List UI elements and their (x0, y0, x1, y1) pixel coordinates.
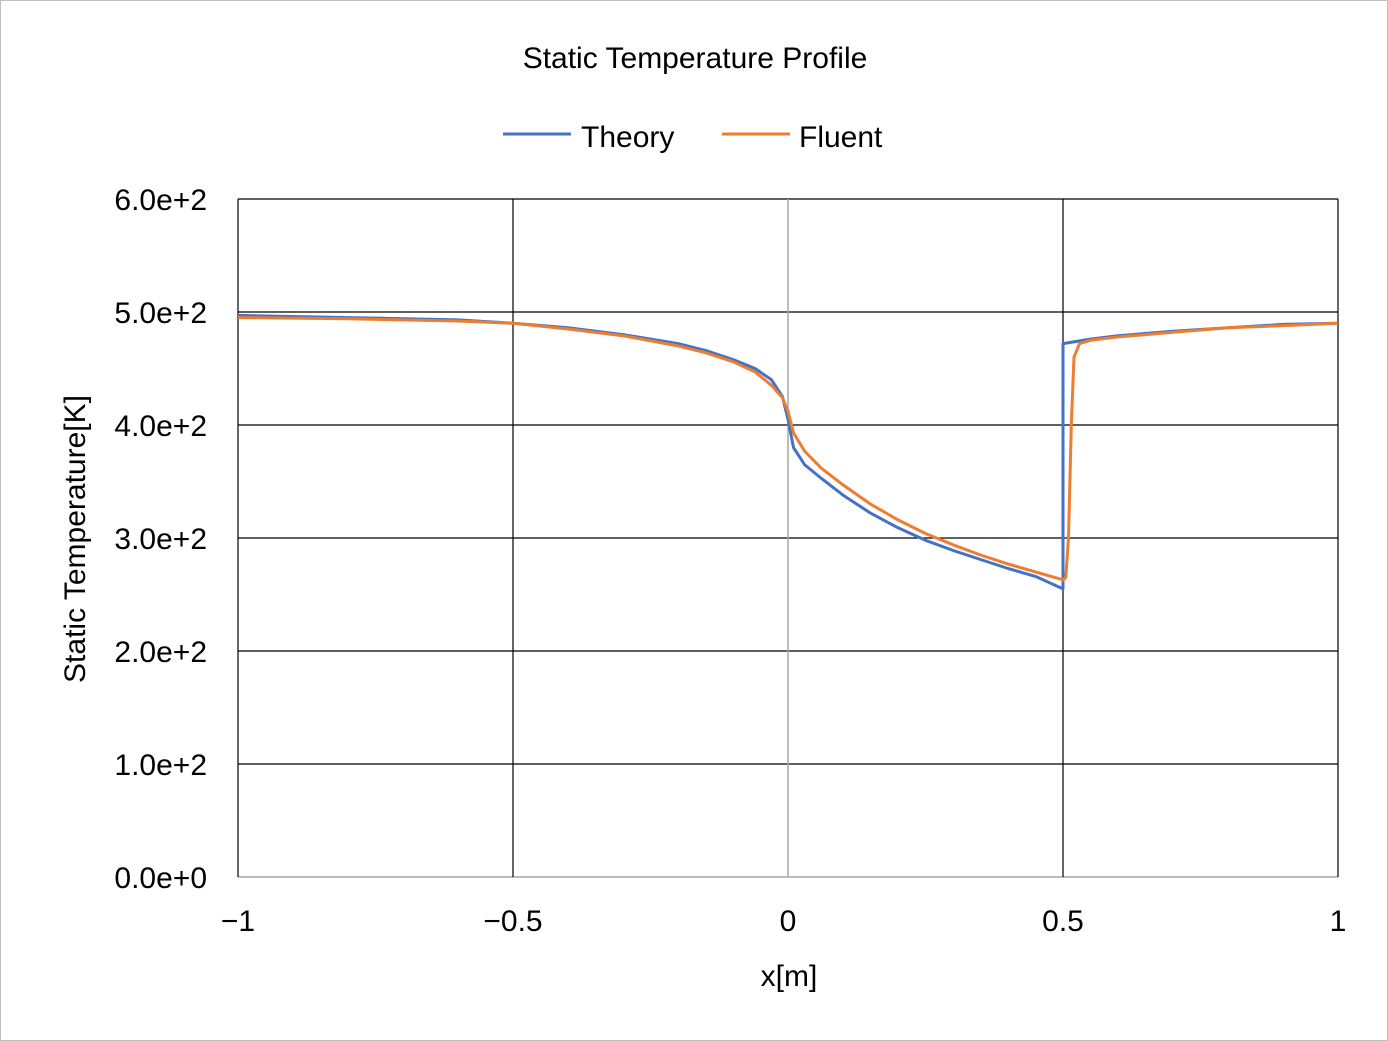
y-tick-label: 6.0e+2 (114, 184, 207, 217)
series-lines (237, 313, 1339, 591)
y-tick-label: 2.0e+2 (114, 636, 207, 669)
y-tick-label: 5.0e+2 (114, 297, 207, 330)
y-axis-label: Static Temperature[K] (59, 395, 92, 683)
grid-lines (237, 198, 1339, 878)
x-tick-label: 0.5 (1042, 905, 1084, 938)
y-tick-label: 4.0e+2 (114, 410, 207, 443)
x-axis-label: x[m] (761, 960, 818, 993)
legend-fluent-label: Fluent (799, 121, 883, 154)
chart-title: Static Temperature Profile (523, 42, 868, 75)
legend-theory-label: Theory (581, 121, 674, 154)
y-tick-label: 1.0e+2 (114, 749, 207, 782)
x-tick-label: −0.5 (483, 905, 542, 938)
x-tick-label: 1 (1330, 905, 1347, 938)
y-axis-ticks: 0.0e+0 1.0e+2 2.0e+2 3.0e+2 4.0e+2 5.0e+2 6.0e… (114, 184, 207, 895)
x-tick-label: −1 (221, 905, 255, 938)
series-line-fluent (237, 316, 1339, 582)
x-tick-label: 0 (780, 905, 797, 938)
legend: Theory Fluent (503, 121, 883, 154)
y-tick-label: 0.0e+0 (114, 862, 207, 895)
x-axis-ticks: −1 −0.5 0 0.5 1 (221, 905, 1346, 938)
y-tick-label: 3.0e+2 (114, 523, 207, 556)
